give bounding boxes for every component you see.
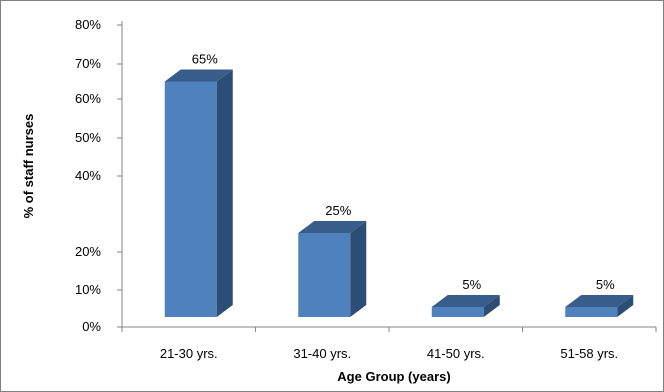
x-tick-label: 51-58 yrs.	[560, 346, 618, 361]
y-tick-label: 10%	[75, 282, 101, 297]
bar-side	[350, 221, 367, 317]
data-label: 5%	[596, 277, 615, 292]
x-tick-label: 41-50 yrs.	[427, 346, 485, 361]
bar-top	[164, 69, 233, 82]
bar-top	[298, 221, 367, 233]
y-axis: 0% 10% 20% 40% 50% 60% 70% 80%	[75, 17, 123, 334]
y-axis-title: % of staff nurses	[21, 114, 36, 219]
data-label: 65%	[192, 52, 218, 67]
data-label: 5%	[462, 277, 481, 292]
y-tick-label: 80%	[75, 17, 101, 32]
bar-side	[216, 69, 233, 317]
data-label: 25%	[325, 203, 351, 218]
x-tick-label: 21-30 yrs.	[160, 346, 218, 361]
x-axis: 21-30 yrs. 31-40 yrs. 41-50 yrs. 51-58 yrs.	[121, 326, 657, 361]
bar-front	[431, 307, 484, 317]
y-tick-label: 40%	[75, 168, 101, 183]
bar-top	[565, 295, 634, 307]
bar	[431, 295, 500, 317]
y-tick-label: 20%	[75, 244, 101, 259]
data-labels: 65% 25% 5% 5%	[192, 52, 615, 293]
y-tick-label: 70%	[75, 56, 101, 71]
bar-front	[298, 233, 351, 317]
bar-side	[617, 295, 634, 317]
bar-side	[483, 295, 500, 317]
bar	[565, 295, 634, 317]
y-tick-label: 60%	[75, 91, 101, 106]
bars	[164, 69, 634, 317]
bar-top	[431, 295, 500, 307]
y-tick-label: 50%	[75, 130, 101, 145]
bar	[164, 69, 233, 317]
x-tick-label: 31-40 yrs.	[293, 346, 351, 361]
x-axis-title: Age Group (years)	[337, 369, 450, 384]
bar	[298, 221, 367, 317]
bar-front	[164, 81, 217, 317]
y-tick-label: 0%	[82, 319, 101, 334]
bar-front	[565, 307, 618, 317]
